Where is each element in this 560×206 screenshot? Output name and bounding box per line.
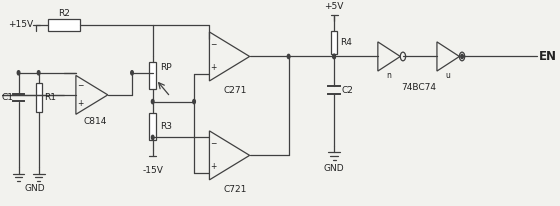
Circle shape: [287, 54, 290, 59]
Bar: [150, 62, 156, 89]
Circle shape: [333, 54, 335, 59]
Text: C1: C1: [2, 93, 14, 102]
Bar: [36, 83, 41, 112]
Text: −: −: [211, 139, 217, 149]
Text: R2: R2: [58, 9, 70, 18]
Text: -15V: -15V: [142, 166, 163, 175]
Text: C271: C271: [224, 86, 247, 95]
Circle shape: [193, 99, 195, 104]
Text: +15V: +15V: [8, 20, 33, 29]
Circle shape: [461, 54, 463, 59]
Text: +: +: [77, 99, 83, 108]
Circle shape: [151, 99, 154, 104]
Text: −: −: [77, 81, 83, 90]
Text: 74BC74: 74BC74: [401, 83, 436, 92]
Circle shape: [333, 54, 335, 59]
Circle shape: [38, 71, 40, 75]
Circle shape: [130, 71, 133, 75]
Text: C814: C814: [83, 117, 106, 126]
Circle shape: [17, 71, 20, 75]
Text: +: +: [211, 162, 217, 171]
Bar: [331, 30, 337, 54]
Circle shape: [151, 135, 154, 139]
Bar: [48, 19, 80, 30]
Text: GND: GND: [24, 184, 45, 193]
Text: −: −: [211, 41, 217, 49]
Text: EN: EN: [539, 50, 557, 63]
Text: u: u: [446, 71, 451, 80]
Bar: [150, 113, 156, 140]
Text: GND: GND: [324, 164, 344, 173]
Text: n: n: [386, 71, 391, 80]
Text: R4: R4: [340, 37, 352, 47]
Text: R1: R1: [45, 93, 57, 102]
Text: C721: C721: [224, 185, 247, 194]
Text: +5V: +5V: [324, 2, 344, 11]
Text: +: +: [211, 63, 217, 72]
Text: C2: C2: [341, 85, 353, 95]
Text: R3: R3: [160, 122, 172, 131]
Text: RP: RP: [160, 63, 171, 73]
